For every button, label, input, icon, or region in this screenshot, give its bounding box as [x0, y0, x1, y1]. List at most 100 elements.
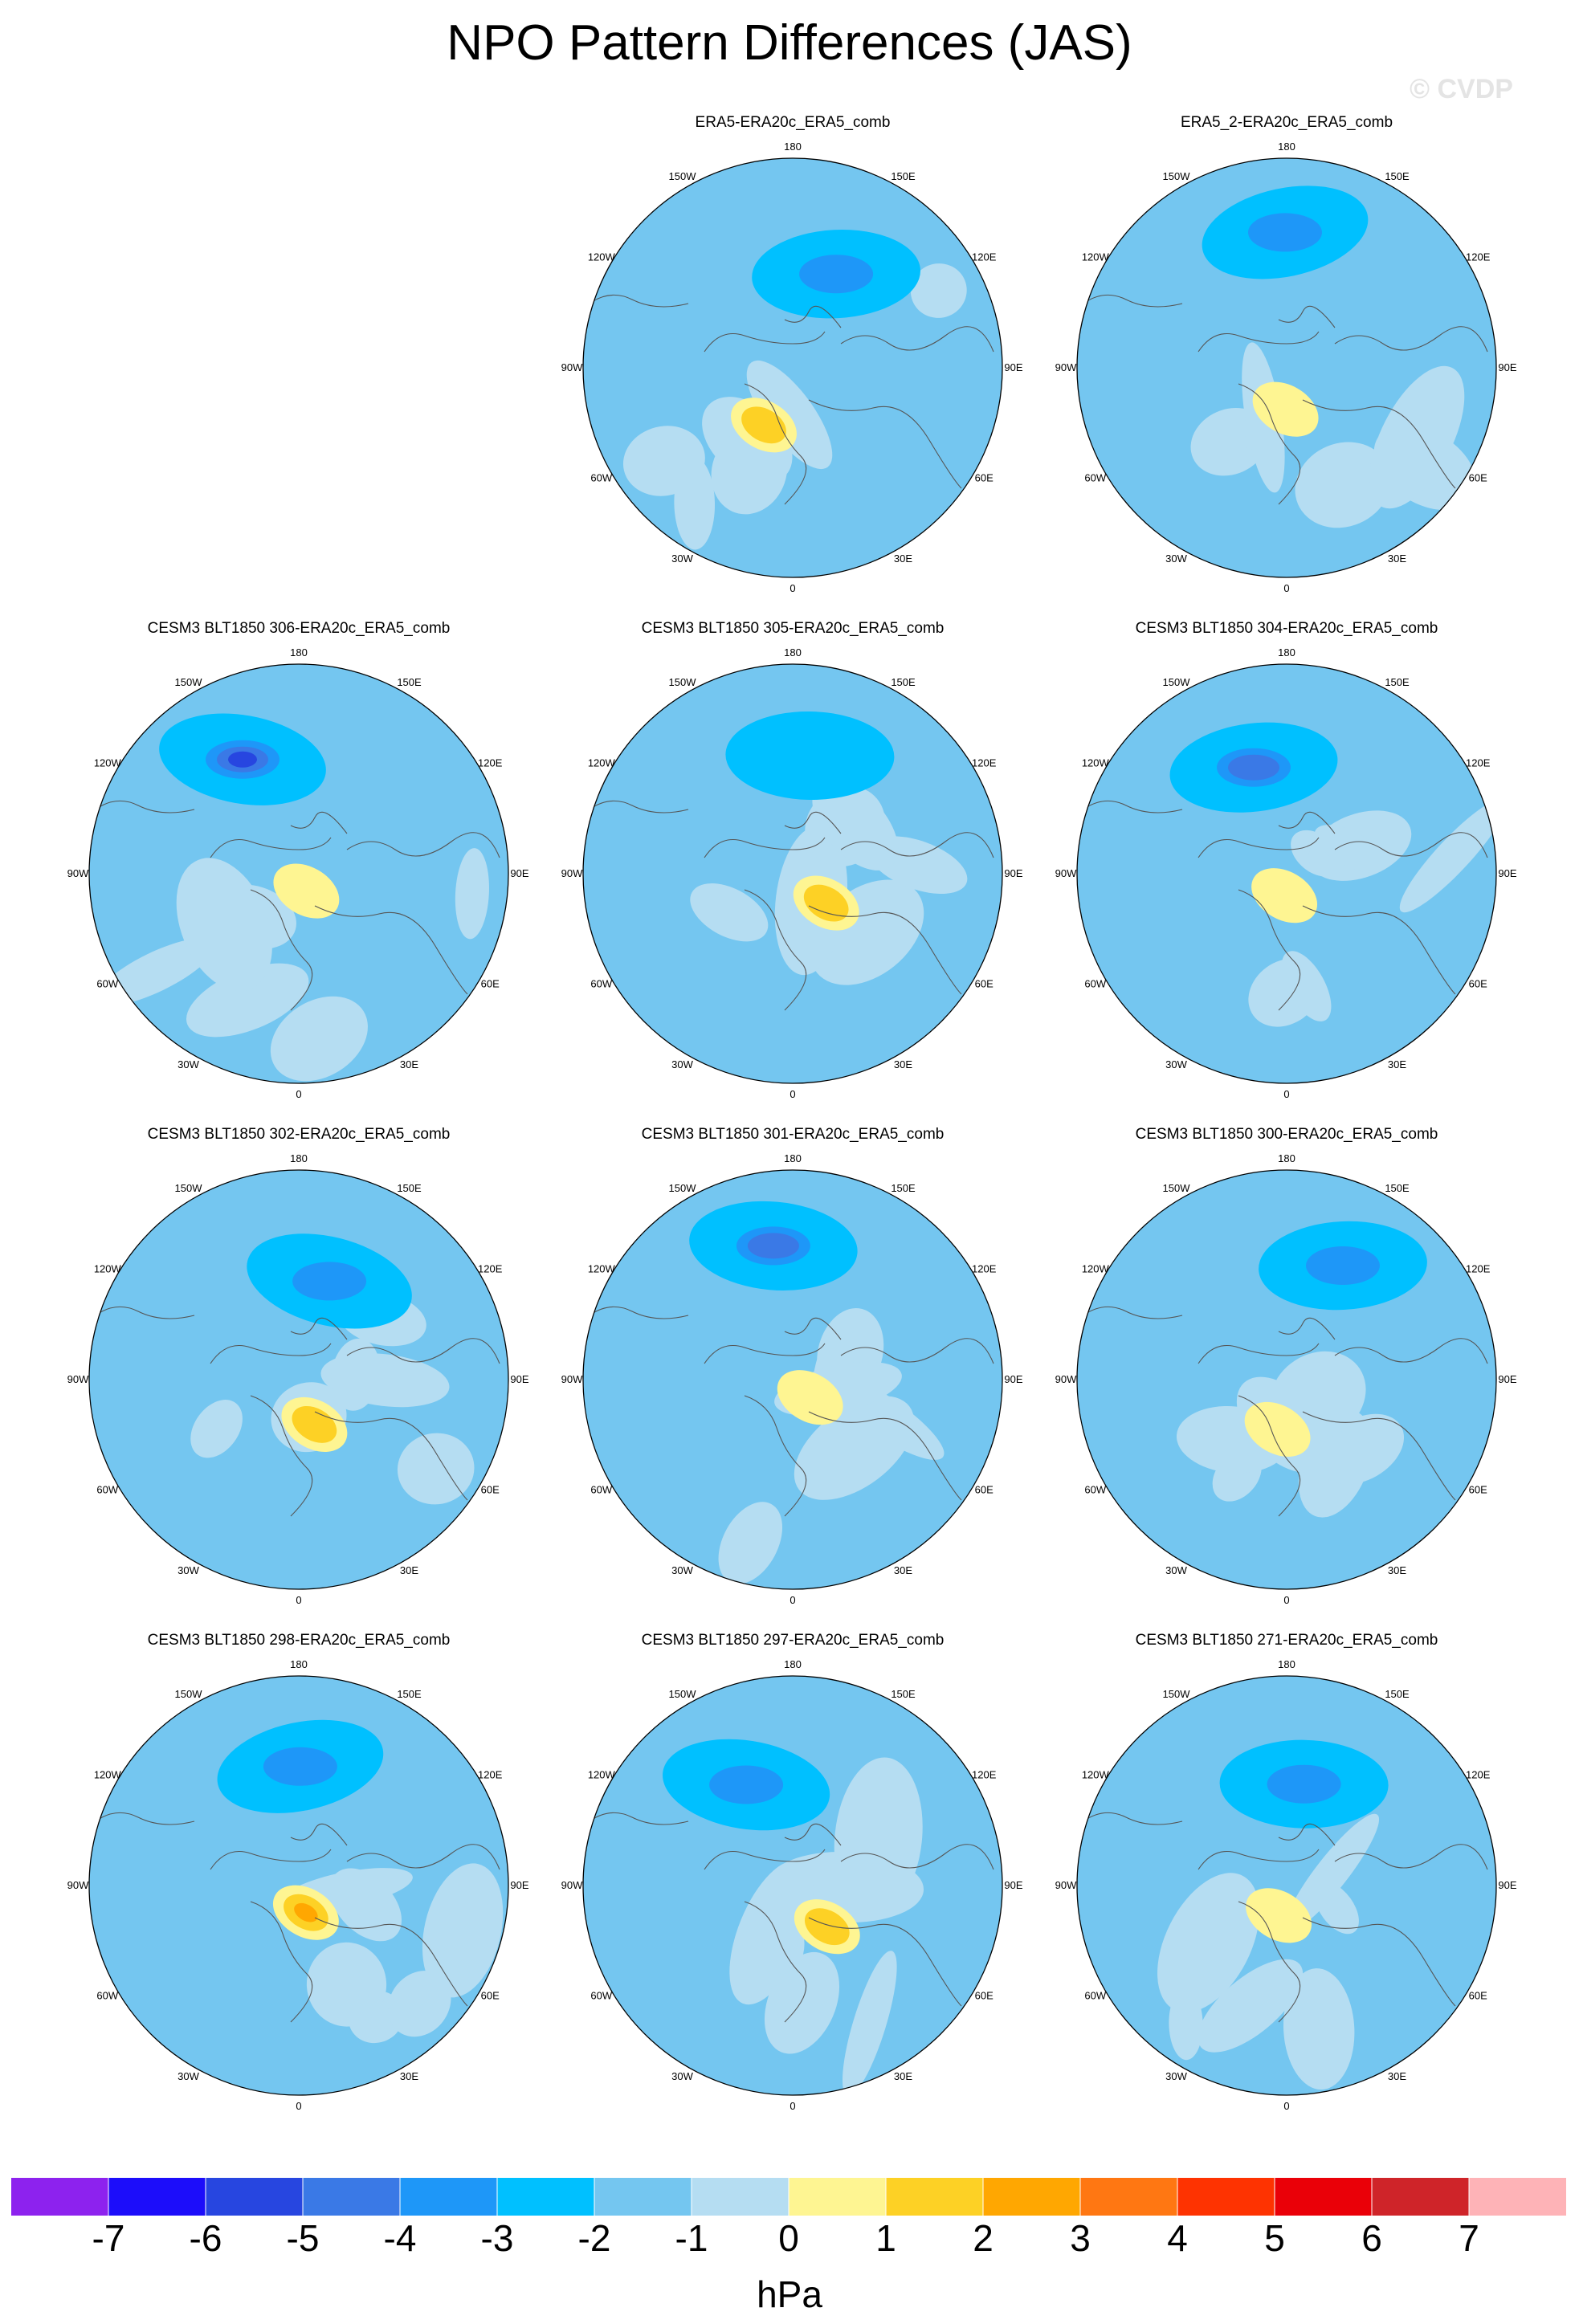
- positive-region-4: [329, 1868, 402, 1942]
- map-panel: CESM3 BLT1850 305-ERA20c_ERA5_comb 180 150…: [544, 620, 1042, 1123]
- panel-title: CESM3 BLT1850 304-ERA20c_ERA5_comb: [1135, 620, 1438, 637]
- positive-core-1: [1251, 868, 1318, 923]
- longitude-label: 60W: [96, 978, 118, 990]
- positive-region-3: [306, 1942, 387, 2027]
- colorbar-tick-label: 4: [1167, 2217, 1188, 2259]
- longitude-label: 150W: [1163, 1688, 1191, 1700]
- coastline-5: [808, 1917, 962, 2007]
- positive-region-5: [1314, 825, 1386, 873]
- colorbar-swatch: [400, 2178, 498, 2216]
- coastline-3: [89, 800, 195, 814]
- coastline-0: [210, 1343, 332, 1364]
- longitude-label: 30W: [177, 2070, 199, 2082]
- map-border: [1076, 663, 1497, 1084]
- coastline-5: [1302, 1917, 1456, 2007]
- longitude-label: 90E: [1498, 1373, 1516, 1385]
- longitude-label: 120E: [478, 757, 503, 769]
- coastline-3: [1077, 800, 1183, 814]
- longitude-label: 90E: [1004, 1373, 1022, 1385]
- coastline-4: [1334, 326, 1488, 353]
- longitude-label: 90W: [561, 361, 583, 373]
- coastline-0: [1198, 331, 1320, 353]
- coastline-5: [808, 1411, 962, 1501]
- colorbar-swatch: [303, 2178, 401, 2216]
- colorbar-swatch: [206, 2178, 304, 2216]
- longitude-label: 120W: [588, 251, 616, 263]
- longitude-label: 90E: [510, 867, 528, 879]
- longitude-label: 150E: [891, 1688, 916, 1700]
- coastline-0: [1198, 837, 1320, 858]
- positive-region-2: [96, 938, 215, 1006]
- figure-title: NPO Pattern Differences (JAS): [447, 15, 1132, 71]
- coastlines: [89, 1812, 500, 2023]
- longitude-label: 150W: [669, 170, 697, 182]
- coastline-0: [210, 1849, 332, 1870]
- colorbar-swatch: [789, 2178, 887, 2216]
- panel-title: CESM3 BLT1850 300-ERA20c_ERA5_comb: [1135, 1126, 1438, 1143]
- longitude-label: 150W: [669, 1688, 697, 1700]
- positive-region-4: [1369, 365, 1465, 509]
- positive-core-1: [1244, 1401, 1311, 1457]
- positive-core-1: [1252, 381, 1319, 437]
- contour-field: [1077, 664, 1496, 1083]
- coastline-2: [290, 1317, 348, 1340]
- coastline-3: [583, 800, 689, 814]
- coastline-3: [1077, 1812, 1183, 1826]
- longitude-label: 180: [1278, 646, 1295, 658]
- coastline-2: [1278, 1823, 1336, 1846]
- negative-core-4: [1228, 754, 1279, 781]
- map-border: [1076, 1169, 1497, 1590]
- longitude-label: 60W: [590, 978, 612, 990]
- coastline-2: [784, 1823, 842, 1846]
- map-border: [582, 1169, 1003, 1590]
- longitude-label: 120W: [588, 757, 616, 769]
- polar-map: 180 150E 120E 90E 60E 30E 0 30W 60W 90W 120W 150W: [561, 1152, 1023, 1606]
- negative-core-3: [1267, 1764, 1341, 1804]
- longitude-label: 150W: [175, 1688, 203, 1700]
- longitude-label: 120E: [1466, 251, 1491, 263]
- coastline-2: [1278, 305, 1336, 328]
- longitude-label: 0: [790, 2100, 795, 2112]
- positive-core-1: [777, 1370, 843, 1425]
- colorbar-tick-label: -1: [675, 2217, 708, 2259]
- panel-title: CESM3 BLT1850 297-ERA20c_ERA5_comb: [641, 1632, 945, 1649]
- panel-title: CESM3 BLT1850 271-ERA20c_ERA5_comb: [1135, 1632, 1438, 1649]
- panel-title: CESM3 BLT1850 301-ERA20c_ERA5_comb: [641, 1126, 945, 1143]
- negative-core-3: [292, 1262, 367, 1301]
- positive-region-4: [186, 963, 309, 1038]
- coastlines: [1077, 294, 1488, 505]
- colorbar-tick-label: 7: [1459, 2217, 1479, 2259]
- panel-title: CESM3 BLT1850 298-ERA20c_ERA5_comb: [147, 1632, 451, 1649]
- coastline-1: [250, 1395, 313, 1517]
- negative-band-0: [725, 711, 895, 801]
- coastline-5: [808, 399, 962, 489]
- coastlines: [583, 1812, 994, 2023]
- polar-map: 180 150E 120E 90E 60E 30E 0 30W 60W 90W 120W 150W: [1055, 646, 1517, 1100]
- negative-core-3: [709, 1765, 784, 1804]
- longitude-label: 60E: [1469, 1484, 1487, 1496]
- positive-region-0: [270, 996, 368, 1082]
- longitude-label: 120W: [1082, 1769, 1110, 1781]
- colorbar-tick-label: -2: [577, 2217, 611, 2259]
- positive-region-4: [794, 1396, 915, 1500]
- coastline-5: [1302, 905, 1456, 995]
- positive-core-1: [1246, 1888, 1312, 1943]
- longitude-label: 60E: [481, 978, 500, 990]
- longitude-label: 90W: [67, 1879, 89, 1891]
- coastline-4: [1334, 832, 1488, 858]
- polar-map: 180 150E 120E 90E 60E 30E 0 30W 60W 90W 120W 150W: [561, 1658, 1023, 2112]
- contour-field: [1077, 158, 1496, 577]
- positive-region-5: [388, 1971, 451, 2037]
- colorbar-swatch: [594, 2178, 692, 2216]
- longitude-label: 150E: [1385, 1182, 1410, 1194]
- longitude-label: 150E: [1385, 1688, 1410, 1700]
- positive-region-0: [910, 263, 967, 318]
- longitude-label: 30E: [1388, 1058, 1406, 1070]
- longitude-label: 60W: [96, 1484, 118, 1496]
- positive-region-1: [1295, 442, 1391, 528]
- longitude-label: 90W: [67, 1373, 89, 1385]
- map-panel: CESM3 BLT1850 301-ERA20c_ERA5_comb 180 150…: [544, 1126, 1042, 1629]
- longitude-label: 60E: [481, 1484, 500, 1496]
- coastline-4: [1334, 1844, 1488, 1870]
- panel-title: ERA5_2-ERA20c_ERA5_comb: [1180, 114, 1393, 131]
